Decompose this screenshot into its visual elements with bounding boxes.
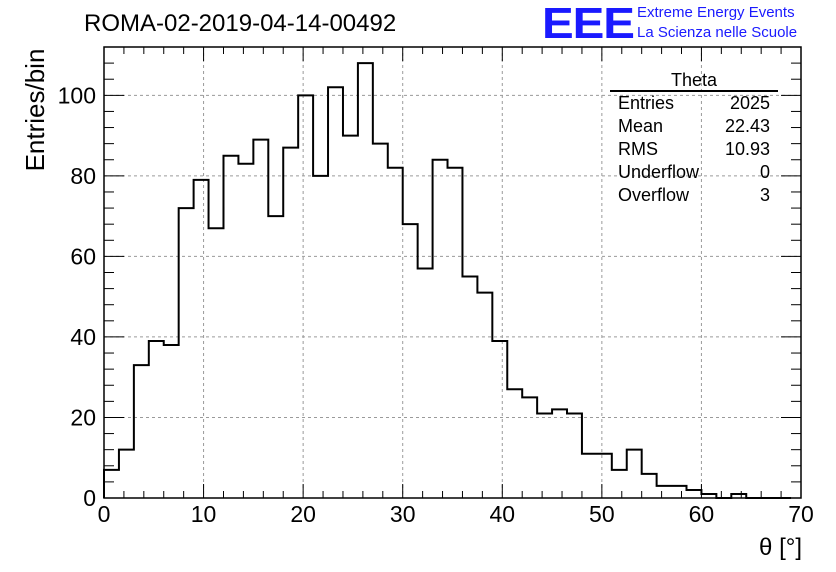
histogram-bin — [597, 454, 612, 498]
chart-title: ROMA-02-2019-04-14-00492 — [84, 10, 397, 37]
histogram-bin — [253, 140, 268, 498]
stats-row-overflow: Overflow 3 — [610, 184, 778, 207]
histogram-series — [103, 62, 792, 499]
histogram-bin — [134, 365, 149, 498]
x-tick-label: 50 — [589, 501, 615, 527]
y-tick-label: 100 — [58, 82, 96, 108]
histogram-bin — [552, 409, 567, 498]
y-tick-label: 40 — [70, 324, 96, 350]
histogram-bin — [328, 87, 343, 498]
histogram-bin — [164, 345, 179, 498]
histogram-bin — [672, 486, 687, 498]
eee-logo: EEE — [542, 0, 635, 48]
y-tick-label: 20 — [70, 404, 96, 430]
histogram-bin — [477, 293, 492, 498]
histogram-bin — [418, 268, 433, 498]
histogram-bin — [567, 413, 582, 498]
histogram-bin — [298, 95, 313, 498]
histogram-bin — [313, 176, 328, 498]
y-tick-label: 0 — [83, 485, 96, 511]
grid-lines — [104, 47, 801, 498]
histogram-bin — [283, 148, 298, 498]
histogram-bin — [268, 216, 283, 498]
histogram-bin — [119, 450, 134, 498]
x-tick-label: 20 — [290, 501, 316, 527]
histogram-bin — [104, 470, 119, 498]
axis-ticks — [103, 46, 802, 499]
histogram-bin — [388, 168, 403, 498]
x-tick-label: 40 — [489, 501, 515, 527]
histogram-bin — [448, 168, 463, 498]
histogram-bin — [507, 389, 522, 498]
histogram-bin — [433, 160, 448, 498]
stats-row-mean: Mean 22.43 — [610, 115, 778, 138]
stats-label: Mean — [618, 116, 664, 136]
histogram-bin — [238, 164, 253, 498]
stats-title: Theta — [610, 70, 778, 92]
histogram-bin — [492, 341, 507, 498]
stats-box: Theta Entries 2025 Mean 22.43 RMS 10.93 … — [610, 70, 778, 207]
histogram-bin — [582, 454, 597, 498]
x-axis-label: θ [°] — [759, 534, 802, 561]
stats-row-entries: Entries 2025 — [610, 92, 778, 115]
histogram-bin — [179, 208, 194, 498]
stats-value: 3 — [759, 185, 770, 205]
logo-line-2: La Scienza nelle Scuole — [637, 24, 798, 41]
stats-value: 2025 — [729, 93, 770, 113]
histogram-outline — [103, 62, 792, 499]
histogram-bin — [686, 490, 701, 498]
y-tick-label: 60 — [70, 243, 96, 269]
x-tick-label: 10 — [191, 501, 217, 527]
stats-label: RMS — [618, 139, 658, 159]
histogram-bin — [403, 224, 418, 498]
stats-value: 10.93 — [724, 139, 770, 159]
stats-label: Entries — [618, 93, 675, 113]
histogram-bin — [343, 136, 358, 498]
histogram-bin — [149, 341, 164, 498]
histogram-bin — [657, 486, 672, 498]
histogram-bin — [642, 474, 657, 498]
histogram-bin — [194, 180, 209, 498]
histogram-bin — [373, 144, 388, 498]
y-tick-label: 80 — [70, 163, 96, 189]
histogram-bin — [537, 413, 552, 498]
x-tick-label: 60 — [689, 501, 715, 527]
histogram-bin — [522, 397, 537, 498]
logo-line-1: Extreme Energy Events — [637, 4, 795, 21]
histogram-bin — [612, 470, 627, 498]
stats-label: Underflow — [618, 162, 700, 182]
x-tick-label: 0 — [98, 501, 111, 527]
histogram-bin — [627, 450, 642, 498]
histogram-bin — [223, 156, 238, 498]
stats-row-rms: RMS 10.93 — [610, 138, 778, 161]
x-tick-label: 70 — [788, 501, 814, 527]
x-tick-label: 30 — [390, 501, 416, 527]
histogram-bin — [358, 63, 373, 498]
stats-value: 0 — [759, 162, 770, 182]
stats-value: 22.43 — [724, 116, 770, 136]
stats-row-underflow: Underflow 0 — [610, 161, 778, 184]
histogram-bin — [462, 277, 477, 498]
y-axis-label: Entries/bin — [20, 48, 50, 172]
histogram-bin — [209, 228, 224, 498]
stats-label: Overflow — [618, 185, 690, 205]
